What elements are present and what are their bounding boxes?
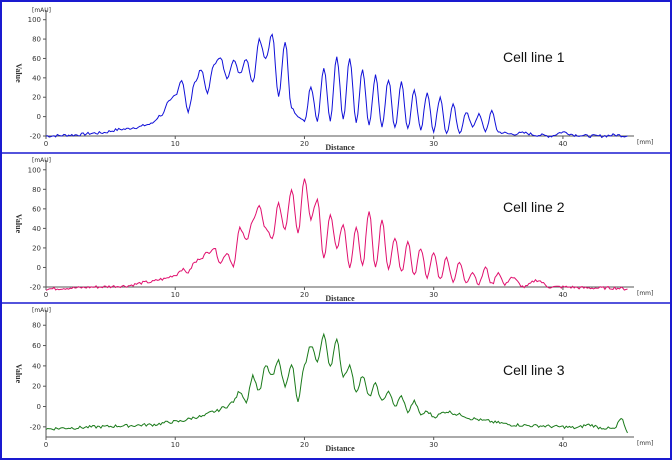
y-tick-label: 80 [32,322,41,330]
x-axis-label: Distance [325,294,355,303]
y-tick-label: 60 [32,342,41,350]
y-tick-label: 0 [37,113,41,121]
y-axis-label: Value [14,214,23,234]
y-tick-label: 100 [28,16,41,24]
y-tick-label: 60 [32,205,41,213]
y-axis-label: Value [14,364,23,384]
x-axis-label: Distance [325,143,355,152]
panel-label: Cell line 1 [503,49,565,65]
x-unit-label: [mm] [637,139,653,146]
panel-label: Cell line 3 [503,362,565,378]
y-tick-label: -20 [30,133,41,141]
x-axis-label: Distance [325,444,355,453]
y-tick-label: 40 [32,225,41,233]
x-tick-label: 0 [44,441,48,449]
y-tick-label: 100 [28,166,41,174]
x-tick-label: 10 [171,441,180,449]
y-tick-label: -20 [30,423,41,431]
y-tick-label: -20 [30,284,41,292]
y-axis-label: Value [14,63,23,83]
x-tick-label: 20 [300,441,309,449]
y-tick-label: 20 [32,383,41,391]
y-unit-label: [mAU] [32,157,51,164]
x-tick-label: 40 [558,441,567,449]
x-tick-label: 0 [44,140,48,148]
x-tick-label: 40 [558,140,567,148]
x-tick-label: 0 [44,291,48,299]
x-tick-label: 30 [429,291,438,299]
panel-label: Cell line 2 [503,199,565,215]
x-tick-label: 40 [558,291,567,299]
series-line-3 [45,332,628,434]
x-unit-label: [mm] [637,290,653,297]
x-tick-label: 10 [171,291,180,299]
chart-panel-3: -20 0 20 40 60 80 0 10 20 30 40 [mAU] [mm] Distance Va… [14,307,653,453]
x-tick-label: 10 [171,140,180,148]
y-tick-label: 0 [37,403,41,411]
y-tick-label: 20 [32,94,41,102]
y-tick-label: 80 [32,186,41,194]
x-tick-label: 30 [429,441,438,449]
series-line-1 [45,33,628,139]
y-tick-label: 40 [32,74,41,82]
series-line-2 [45,178,628,291]
y-tick-label: 0 [37,264,41,272]
x-unit-label: [mm] [637,440,653,447]
x-tick-label: 30 [429,140,438,148]
y-tick-label: 20 [32,244,41,252]
y-tick-label: 60 [32,55,41,63]
y-unit-label: [mAU] [32,7,51,14]
x-tick-label: 20 [300,291,309,299]
y-tick-label: 40 [32,362,41,370]
y-tick-label: 80 [32,36,41,44]
y-unit-label: [mAU] [32,307,51,314]
x-tick-label: 20 [300,140,309,148]
